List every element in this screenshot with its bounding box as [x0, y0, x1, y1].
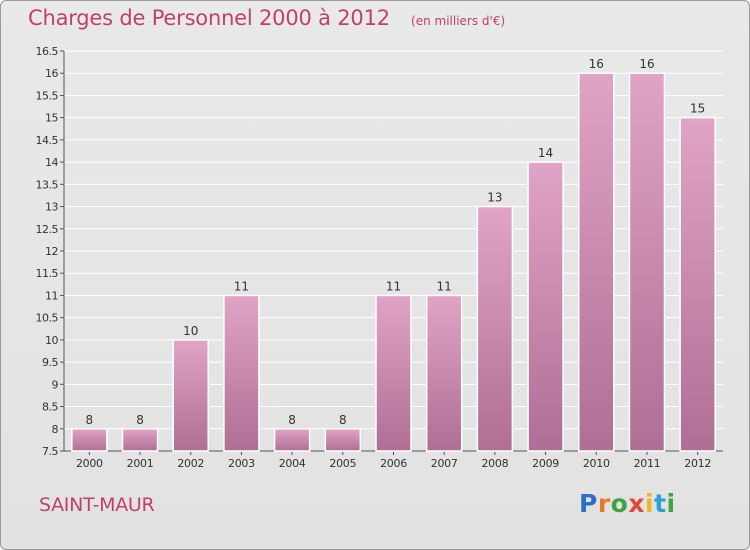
y-tick-label: 16.5	[36, 45, 59, 58]
y-tick-label: 8.5	[42, 401, 58, 414]
data-label: 14	[538, 146, 553, 160]
chart-title: Charges de Personnel 2000 à 2012	[28, 6, 390, 30]
data-label: 16	[639, 57, 654, 71]
logo-letter: r	[597, 489, 611, 518]
title-block: Charges de Personnel 2000 à 2012 (en mil…	[28, 6, 505, 30]
y-tick-label: 9	[52, 378, 59, 391]
y-tick-label: 14	[45, 156, 58, 169]
y-tick-label: 8	[52, 423, 59, 436]
logo-letter: o	[610, 489, 629, 518]
y-tick-label: 11	[45, 289, 58, 302]
label-layer: 8 8 10 11 8 8 11 11 13 14 16 16 15	[86, 57, 706, 427]
data-label: 11	[437, 279, 452, 293]
bar	[425, 294, 463, 452]
y-tick-label: 7.5	[42, 445, 58, 458]
bar	[375, 294, 412, 452]
y-tick-label: 10.5	[36, 312, 59, 325]
bar	[273, 428, 311, 452]
x-tick-label: 2010	[583, 457, 610, 470]
y-tick-label: 13	[45, 201, 58, 214]
data-label: 8	[288, 413, 296, 427]
y-tick-label: 10	[45, 334, 58, 347]
data-label: 16	[589, 57, 604, 71]
data-label: 8	[136, 413, 144, 427]
bar	[527, 161, 564, 452]
data-label: 15	[690, 102, 705, 116]
y-tick-label: 15	[45, 112, 58, 125]
x-tick-label: 2007	[431, 457, 458, 470]
x-tick-label: 2004	[279, 457, 306, 470]
y-tick-label: 9.5	[42, 356, 58, 369]
x-tick-label: 2003	[228, 457, 255, 470]
bar	[628, 72, 666, 452]
data-label: 11	[386, 279, 401, 293]
data-label: 8	[339, 413, 347, 427]
bar	[172, 339, 209, 452]
x-tick-label: 2005	[329, 457, 356, 470]
logo-letter: x	[628, 489, 645, 518]
y-tick-label: 16	[45, 67, 58, 80]
y-tick-label: 13.5	[36, 178, 59, 191]
data-label: 8	[86, 413, 94, 427]
bar	[71, 428, 108, 452]
x-tick-label: 2002	[177, 457, 204, 470]
x-tick-label: 2000	[76, 457, 103, 470]
data-label: 13	[487, 191, 502, 205]
x-tick-label: 2006	[380, 457, 407, 470]
commune-name: SAINT-MAUR	[39, 494, 155, 516]
y-tick-label: 12.5	[36, 223, 59, 236]
logo-letter: i	[645, 489, 655, 518]
x-tick-label: 2011	[634, 457, 661, 470]
y-tick-label: 11.5	[36, 267, 59, 280]
x-tick-label: 2001	[127, 457, 154, 470]
proxiti-logo[interactable]: Proxiti	[579, 489, 676, 518]
chart-subtitle: (en milliers d'€)	[411, 14, 506, 28]
y-tick-label: 14.5	[36, 134, 59, 147]
bar	[476, 205, 514, 452]
data-label: 11	[234, 279, 249, 293]
y-tick-label: 12	[45, 245, 58, 258]
axis-layer: 7.5 8 8.5 9 9.5 10 10.5 11 11.5 12 12.5 13 13.5 14 14.…	[36, 45, 723, 470]
bar	[578, 72, 615, 452]
bar	[679, 116, 716, 452]
bar	[324, 428, 362, 452]
x-tick-label: 2012	[684, 457, 711, 470]
logo-letter: i	[666, 489, 676, 518]
bar-layer	[71, 72, 716, 452]
x-tick-label: 2008	[481, 457, 508, 470]
data-label: 10	[183, 324, 198, 338]
bar	[121, 428, 159, 452]
logo-letter: P	[579, 489, 598, 518]
logo-letter: t	[654, 489, 667, 518]
x-tick-label: 2009	[532, 457, 559, 470]
y-tick-label: 15.5	[36, 89, 59, 102]
bar	[223, 294, 260, 452]
